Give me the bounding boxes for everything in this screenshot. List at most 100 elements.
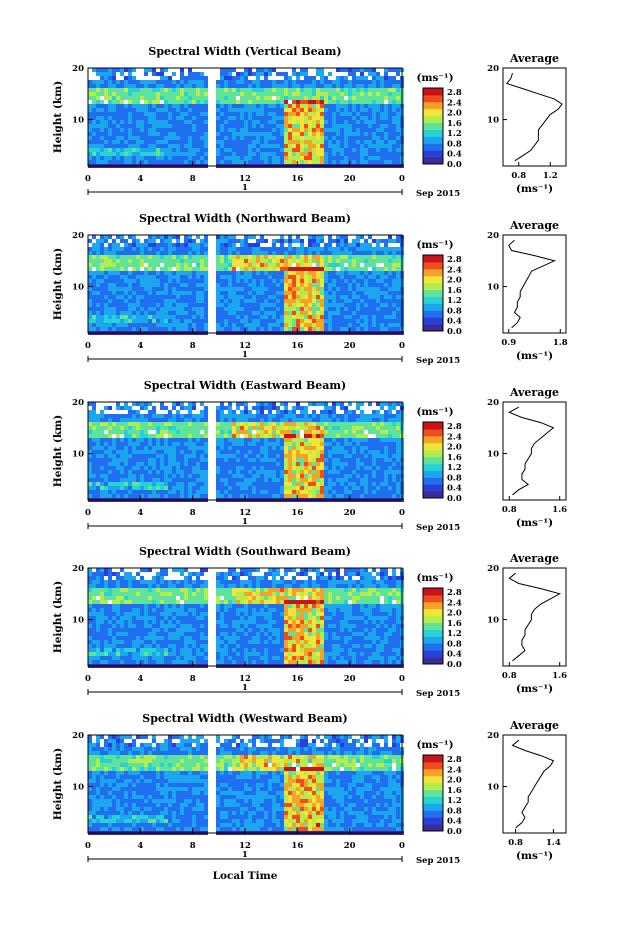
heatmap-cell xyxy=(308,307,312,311)
heatmap-cell xyxy=(224,239,228,243)
heatmap-cell xyxy=(360,68,364,72)
heatmap-cell xyxy=(108,462,112,466)
heatmap-cell xyxy=(236,450,240,454)
heatmap-cell xyxy=(168,319,172,323)
heatmap-cell xyxy=(144,124,148,128)
heatmap-cell xyxy=(136,287,140,291)
heatmap-cell xyxy=(144,442,148,446)
heatmap-cell xyxy=(92,303,96,307)
heatmap-cell xyxy=(252,263,256,267)
heatmap-cell xyxy=(368,140,372,144)
heatmap-cell xyxy=(336,251,340,255)
heatmap-cell xyxy=(96,92,100,96)
heatmap-cell xyxy=(312,299,316,303)
heatmap-cell xyxy=(300,104,304,108)
heatmap-cell xyxy=(384,116,388,120)
heatmap-cell xyxy=(264,291,268,295)
heatmap-cell xyxy=(304,92,308,96)
heatmap-cell xyxy=(328,291,332,295)
heatmap-cell xyxy=(372,148,376,152)
profile-frame xyxy=(502,67,567,167)
heatmap-cell xyxy=(112,251,116,255)
heatmap-cell xyxy=(112,482,116,486)
heatmap-cell xyxy=(216,251,220,255)
heatmap-cell xyxy=(196,72,200,76)
heatmap-cell xyxy=(336,243,340,247)
heatmap-cell xyxy=(156,80,160,84)
heatmap-cell xyxy=(332,283,336,287)
heatmap-cell xyxy=(324,128,328,132)
heatmap-cell xyxy=(336,136,340,140)
heatmap-cell xyxy=(328,160,332,164)
colorbar-tick-label: 2.0 xyxy=(447,109,462,119)
heatmap-cell xyxy=(144,152,148,156)
heatmap-cell xyxy=(124,116,128,120)
heatmap-cell xyxy=(144,84,148,88)
heatmap-cell xyxy=(316,132,320,136)
heatmap-cell xyxy=(240,438,244,442)
heatmap-cell xyxy=(112,156,116,160)
heatmap-cell xyxy=(112,327,116,331)
heatmap-cell xyxy=(232,279,236,283)
heatmap-cell xyxy=(392,144,396,148)
heatmap-cell xyxy=(356,92,360,96)
heatmap-cell xyxy=(104,283,108,287)
heatmap-cell xyxy=(280,291,284,295)
heatmap-cell xyxy=(376,247,380,251)
heatmap-cell xyxy=(172,418,176,422)
heatmap-cell xyxy=(364,84,368,88)
heatmap-cell xyxy=(276,315,280,319)
heatmap-cell xyxy=(376,88,380,92)
heatmap-cell xyxy=(124,92,128,96)
heatmap-cell xyxy=(280,84,284,88)
heatmap-cell xyxy=(228,422,232,426)
heatmap-cell xyxy=(316,84,320,88)
heatmap-cell xyxy=(296,279,300,283)
heatmap-cell xyxy=(264,414,268,418)
heatmap-cell xyxy=(260,247,264,251)
heatmap-cell xyxy=(224,255,228,259)
heatmap-cell xyxy=(216,243,220,247)
heatmap-cell xyxy=(168,152,172,156)
heatmap-cell xyxy=(156,259,160,263)
heatmap-cell xyxy=(180,279,184,283)
heatmap-cell xyxy=(372,84,376,88)
heatmap-cell xyxy=(272,470,276,474)
heatmap-cell xyxy=(336,263,340,267)
heatmap-cell xyxy=(180,68,184,72)
heatmap-cell xyxy=(96,303,100,307)
heatmap-cell xyxy=(264,494,268,498)
heatmap-cell xyxy=(232,462,236,466)
heatmap-cell xyxy=(292,454,296,458)
heatmap-cell xyxy=(224,438,228,442)
heatmap-cell xyxy=(128,68,132,72)
heatmap-cell xyxy=(260,148,264,152)
heatmap-cell xyxy=(108,327,112,331)
heatmap-cell xyxy=(356,124,360,128)
heatmap-cell xyxy=(228,446,232,450)
heatmap-cell xyxy=(276,267,280,271)
heatmap-cell xyxy=(108,275,112,279)
heatmap-cell xyxy=(380,251,384,255)
heatmap-cell xyxy=(376,96,380,100)
heatmap-cell xyxy=(356,156,360,160)
heatmap-cell xyxy=(240,140,244,144)
heatmap-cell xyxy=(348,307,352,311)
heatmap-cell xyxy=(264,267,268,271)
heatmap-cell xyxy=(296,438,300,442)
heatmap-cell xyxy=(132,323,136,327)
heatmap-cell xyxy=(244,454,248,458)
heatmap-cell xyxy=(220,422,224,426)
heatmap-cell xyxy=(272,92,276,96)
heatmap-cell xyxy=(204,446,208,450)
heatmap-cell xyxy=(328,279,332,283)
heatmap-cell xyxy=(280,251,284,255)
heatmap-cell xyxy=(156,295,160,299)
heatmap-cell xyxy=(88,307,92,311)
heatmap-cell xyxy=(104,72,108,76)
heatmap-cell xyxy=(144,315,148,319)
heatmap-cell xyxy=(344,235,348,239)
heatmap-cell xyxy=(204,466,208,470)
heatmap-cell xyxy=(340,152,344,156)
heatmap-cell xyxy=(108,438,112,442)
